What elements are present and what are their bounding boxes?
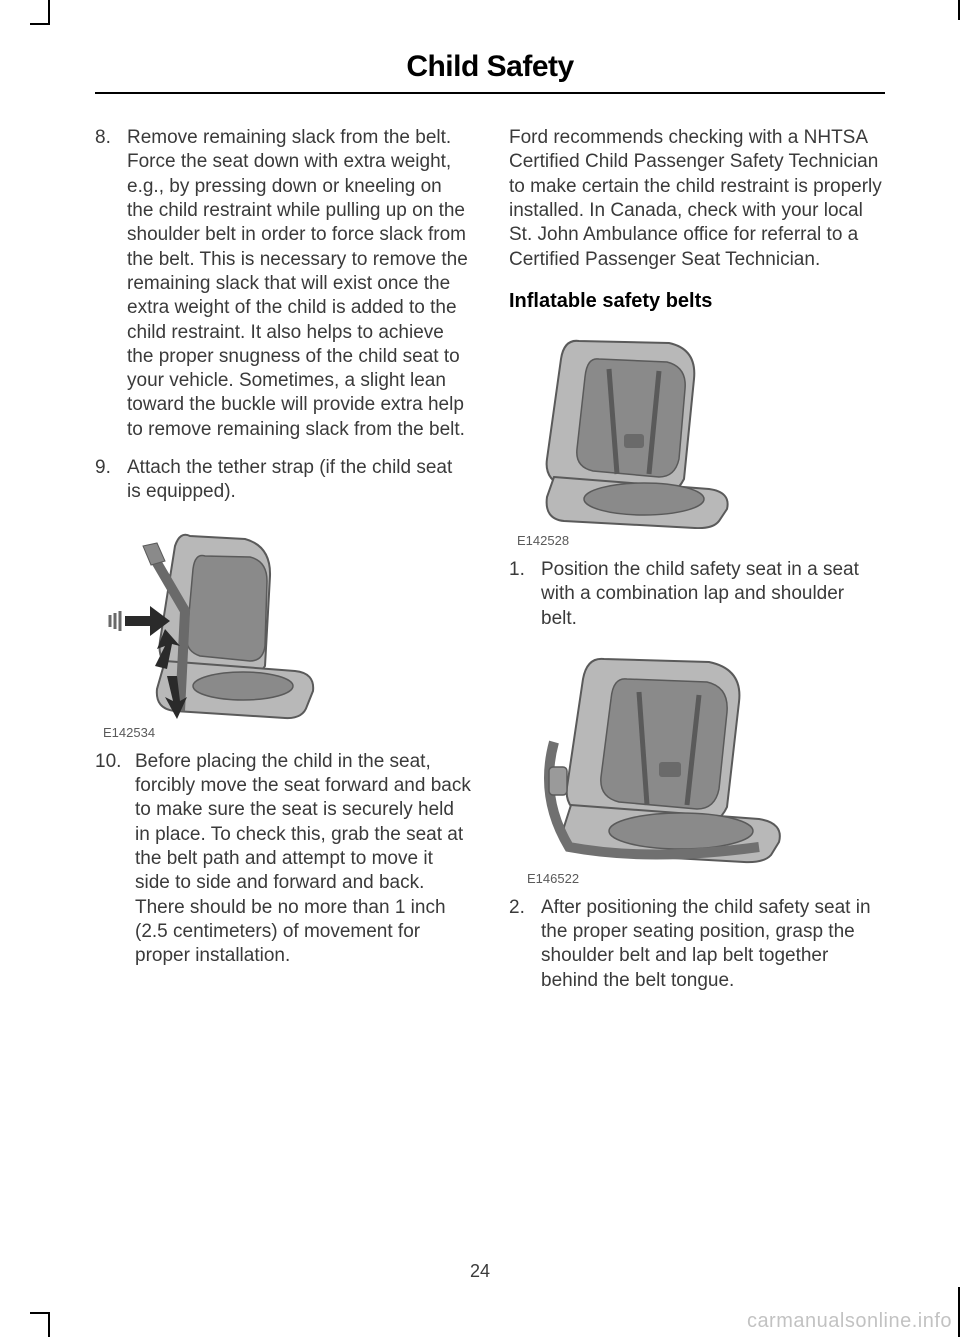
step-text: Before placing the child in the seat, fo… — [135, 750, 471, 969]
step-10: 10. Before placing the child in the seat… — [95, 750, 471, 969]
step-number: 2. — [509, 896, 541, 993]
step-text: Attach the tether strap (if the child se… — [127, 456, 471, 505]
page-title: Child Safety — [95, 50, 885, 84]
crop-mark — [30, 0, 50, 25]
subheading-inflatable: Inflatable safety belts — [509, 290, 885, 313]
intro-paragraph: Ford recommends checking with a NHTSA Ce… — [509, 126, 885, 272]
step-1: 1. Position the child safety seat in a s… — [509, 558, 885, 631]
crop-mark — [30, 1312, 50, 1337]
watermark: carmanualsonline.info — [747, 1310, 952, 1333]
right-column: Ford recommends checking with a NHTSA Ce… — [509, 126, 885, 1007]
figure-tether-strap: E142534 — [95, 521, 471, 740]
figure-label: E142534 — [103, 725, 471, 740]
left-column: 8. Remove remaining slack from the belt.… — [95, 126, 471, 1007]
child-seat-belt-icon — [509, 647, 799, 867]
step-number: 1. — [509, 558, 541, 631]
figure-seat-plain: E142528 — [509, 329, 885, 548]
child-seat-icon — [509, 329, 739, 529]
step-text: Position the child safety seat in a seat… — [541, 558, 885, 631]
step-text: After positioning the child safety seat … — [541, 896, 885, 993]
figure-label: E146522 — [527, 871, 885, 886]
figure-label: E142528 — [517, 533, 885, 548]
step-8: 8. Remove remaining slack from the belt.… — [95, 126, 471, 442]
seat-tether-icon — [95, 521, 335, 721]
step-number: 9. — [95, 456, 127, 505]
figure-seat-belt: E146522 — [509, 647, 885, 886]
step-9: 9. Attach the tether strap (if the child… — [95, 456, 471, 505]
step-2: 2. After positioning the child safety se… — [509, 896, 885, 993]
page-header: Child Safety — [95, 50, 885, 94]
step-text: Remove remaining slack from the belt. Fo… — [127, 126, 471, 442]
step-number: 8. — [95, 126, 127, 442]
page-number: 24 — [0, 1261, 960, 1282]
step-number: 10. — [95, 750, 135, 969]
